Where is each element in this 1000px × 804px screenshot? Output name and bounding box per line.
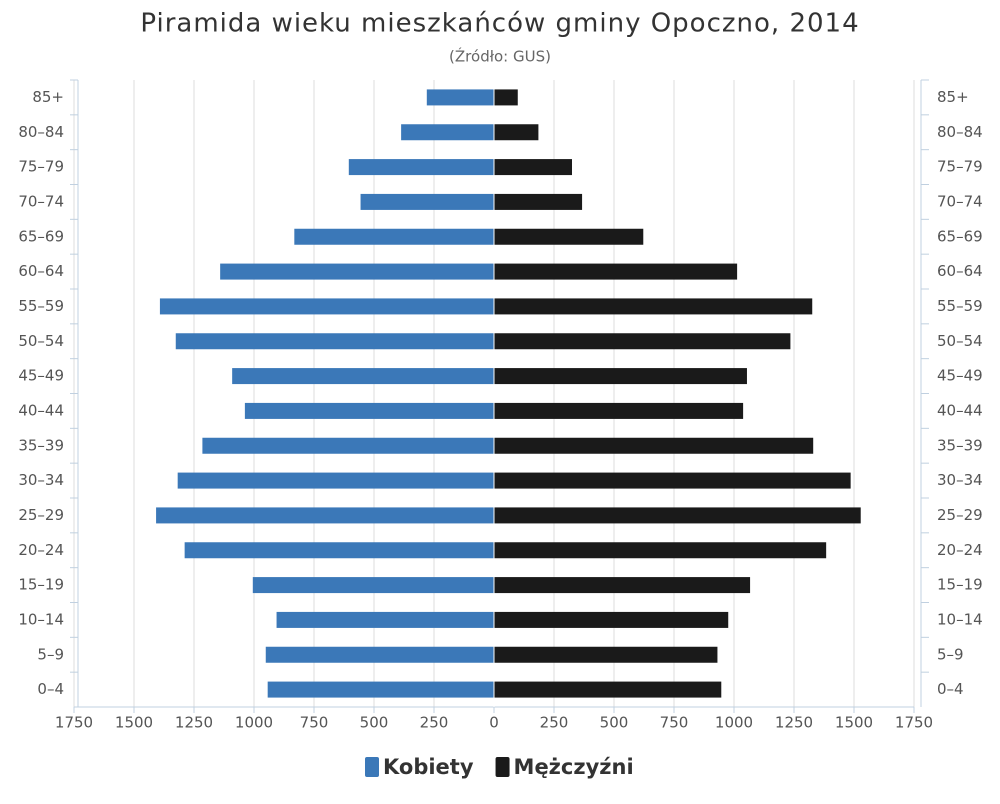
x-tick-label: 1500 (115, 714, 153, 732)
y-tick-label-right: 75–79 (937, 158, 983, 176)
y-tick-label-right: 25–29 (937, 506, 983, 524)
bar (267, 681, 494, 698)
x-tick-label: 500 (600, 714, 629, 732)
bar (401, 124, 494, 141)
bar (494, 507, 861, 524)
x-tick-label: 250 (540, 714, 569, 732)
y-tick-label: 60–64 (18, 262, 64, 280)
bar (175, 333, 494, 350)
y-tick-label: 25–29 (18, 506, 64, 524)
x-tick-label: 1250 (175, 714, 213, 732)
legend-label: Mężczyźni (514, 755, 634, 779)
y-tick-label-right: 55–59 (937, 297, 983, 315)
y-tick-label-right: 15–19 (937, 576, 983, 594)
bar (244, 402, 494, 419)
bar (494, 577, 751, 594)
bar (156, 507, 494, 524)
chart-title: Piramida wieku mieszkańców gminy Opoczno… (140, 9, 859, 39)
y-tick-label: 20–24 (18, 541, 64, 559)
bar (232, 368, 494, 385)
bar (220, 263, 494, 280)
bar (494, 646, 718, 663)
bar (360, 193, 494, 210)
chart-subtitle: (Źródło: GUS) (449, 47, 551, 66)
y-tick-label-right: 35–39 (937, 436, 983, 454)
y-tick-label: 5–9 (37, 645, 64, 663)
bar (276, 611, 494, 628)
y-tick-label-right: 65–69 (937, 227, 983, 245)
y-tick-label: 40–44 (18, 401, 64, 419)
bar (494, 437, 814, 454)
y-tick-label: 65–69 (18, 227, 64, 245)
y-tick-label-right: 5–9 (937, 645, 964, 663)
bar (494, 228, 644, 245)
x-tick-label: 1000 (235, 714, 273, 732)
y-tick-label-right: 10–14 (937, 610, 983, 628)
x-tick-label: 1500 (835, 714, 873, 732)
bar (159, 298, 495, 315)
x-tick-label: 1750 (895, 714, 933, 732)
bar (494, 472, 851, 489)
x-tick-label: 500 (360, 714, 389, 732)
y-tick-label-right: 70–74 (937, 192, 983, 210)
bar (494, 333, 791, 350)
y-tick-label-right: 30–34 (937, 471, 983, 489)
y-tick-label: 55–59 (18, 297, 64, 315)
y-tick-label: 0–4 (37, 680, 64, 698)
x-tick-label: 250 (420, 714, 449, 732)
x-tick-label: 750 (300, 714, 329, 732)
y-tick-label-right: 40–44 (937, 401, 983, 419)
bar (494, 193, 583, 210)
bar (252, 577, 494, 594)
legend-swatch (495, 757, 510, 777)
bar (494, 681, 722, 698)
y-tick-label: 75–79 (18, 158, 64, 176)
y-tick-label: 50–54 (18, 332, 64, 350)
x-tick-label: 1750 (55, 714, 93, 732)
y-tick-label-right: 50–54 (937, 332, 983, 350)
bar (265, 646, 494, 663)
bar (294, 228, 494, 245)
y-tick-label: 30–34 (18, 471, 64, 489)
y-tick-label: 10–14 (18, 610, 64, 628)
y-tick-label: 80–84 (18, 123, 64, 141)
bar (426, 89, 494, 106)
bar (494, 368, 747, 385)
y-tick-label: 85+ (32, 88, 64, 106)
x-tick-label: 750 (660, 714, 689, 732)
bar (202, 437, 494, 454)
legend-label: Kobiety (383, 755, 474, 779)
bar (494, 159, 572, 176)
y-tick-label-right: 0–4 (937, 680, 964, 698)
bar (177, 472, 494, 489)
bar (494, 402, 744, 419)
bar (494, 124, 539, 141)
y-tick-label: 15–19 (18, 576, 64, 594)
y-tick-label: 35–39 (18, 436, 64, 454)
y-tick-label: 45–49 (18, 367, 64, 385)
y-tick-label: 70–74 (18, 192, 64, 210)
y-tick-label-right: 80–84 (937, 123, 983, 141)
x-tick-label: 1000 (715, 714, 753, 732)
bar (348, 159, 494, 176)
legend-swatch (365, 757, 379, 777)
y-tick-label-right: 20–24 (937, 541, 983, 559)
y-tick-label-right: 85+ (937, 88, 969, 106)
bar (494, 89, 518, 106)
bar (494, 298, 813, 315)
y-tick-label-right: 60–64 (937, 262, 983, 280)
bar (494, 611, 729, 628)
bar (494, 263, 738, 280)
bar (494, 542, 827, 559)
y-tick-label-right: 45–49 (937, 367, 983, 385)
x-tick-label: 1250 (775, 714, 813, 732)
x-tick-label: 0 (489, 714, 499, 732)
bar (184, 542, 494, 559)
